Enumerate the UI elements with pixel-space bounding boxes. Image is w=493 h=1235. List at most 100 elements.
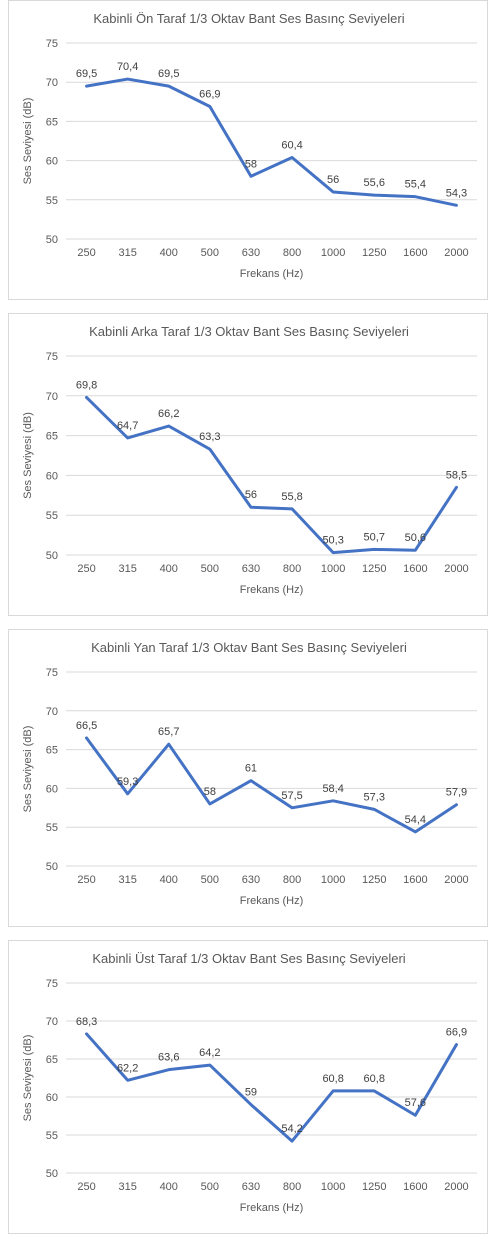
data-label: 55,6: [364, 177, 385, 189]
data-label: 50,3: [322, 535, 343, 547]
x-tick-label: 800: [283, 563, 301, 575]
chart-top-panel: Kabinli Üst Taraf 1/3 Oktav Bant Ses Bas…: [8, 940, 488, 1234]
data-label: 61: [245, 763, 257, 775]
series-line: [85, 77, 458, 207]
x-tick-label: 630: [242, 874, 260, 886]
data-label: 57,6: [405, 1097, 426, 1109]
x-tick-label: 400: [160, 874, 178, 886]
x-tick-label: 250: [77, 874, 95, 886]
x-tick-label: 1000: [321, 1181, 345, 1193]
y-axis-label: Ses Seviyesi (dB): [22, 98, 34, 185]
x-tick-label: 1250: [362, 563, 386, 575]
chart-side-svg: Kabinli Yan Taraf 1/3 Oktav Bant Ses Bas…: [22, 640, 477, 907]
data-label: 56: [245, 489, 257, 501]
x-axis-label: Frekans (Hz): [240, 584, 304, 596]
data-label: 50,7: [364, 531, 385, 543]
y-axis-label: Ses Seviyesi (dB): [22, 412, 34, 499]
y-tick-label: 50: [46, 550, 58, 562]
y-tick-label: 70: [46, 77, 58, 89]
x-tick-label: 500: [201, 874, 219, 886]
y-tick-label: 75: [46, 978, 58, 990]
x-tick-label: 400: [160, 1181, 178, 1193]
data-label: 63,3: [199, 431, 220, 443]
y-tick-label: 55: [46, 195, 58, 207]
x-tick-label: 1000: [321, 247, 345, 259]
data-label: 63,6: [158, 1052, 179, 1064]
data-label: 58: [204, 786, 216, 798]
data-label: 54,2: [281, 1123, 302, 1135]
x-tick-label: 400: [160, 563, 178, 575]
x-tick-label: 1000: [321, 563, 345, 575]
chart-rear-svg: Kabinli Arka Taraf 1/3 Oktav Bant Ses Ba…: [22, 324, 477, 596]
y-tick-label: 65: [46, 116, 58, 128]
chart-side-panel: Kabinli Yan Taraf 1/3 Oktav Bant Ses Bas…: [8, 629, 488, 927]
x-tick-label: 1250: [362, 247, 386, 259]
y-tick-label: 55: [46, 822, 58, 834]
x-tick-label: 250: [77, 563, 95, 575]
data-label: 57,3: [364, 791, 385, 803]
y-tick-label: 65: [46, 1054, 58, 1066]
x-tick-label: 2000: [444, 874, 468, 886]
y-tick-label: 75: [46, 667, 58, 679]
data-label: 59,3: [117, 776, 138, 788]
series-line: [85, 395, 458, 555]
chart-title: Kabinli Ön Taraf 1/3 Oktav Bant Ses Bası…: [93, 11, 404, 26]
chart-title: Kabinli Arka Taraf 1/3 Oktav Bant Ses Ba…: [89, 324, 409, 339]
x-axis-label: Frekans (Hz): [240, 268, 304, 280]
x-tick-label: 500: [201, 1181, 219, 1193]
series-line: [85, 1032, 458, 1143]
x-tick-label: 250: [77, 1181, 95, 1193]
y-tick-label: 50: [46, 234, 58, 246]
y-tick-label: 75: [46, 38, 58, 50]
x-tick-label: 800: [283, 247, 301, 259]
y-tick-label: 55: [46, 1130, 58, 1142]
x-tick-label: 250: [77, 247, 95, 259]
y-tick-label: 70: [46, 391, 58, 403]
x-axis-label: Frekans (Hz): [240, 895, 304, 907]
chart-front-panel: Kabinli Ön Taraf 1/3 Oktav Bant Ses Bası…: [8, 0, 488, 300]
data-label: 55,4: [405, 179, 426, 191]
data-label: 66,9: [199, 89, 220, 101]
chart-rear-panel: Kabinli Arka Taraf 1/3 Oktav Bant Ses Ba…: [8, 313, 488, 616]
x-tick-label: 800: [283, 1181, 301, 1193]
x-tick-label: 315: [118, 1181, 136, 1193]
y-tick-label: 50: [46, 1168, 58, 1180]
data-label: 54,4: [405, 814, 426, 826]
y-tick-label: 50: [46, 861, 58, 873]
y-tick-label: 70: [46, 1016, 58, 1028]
x-tick-label: 500: [201, 563, 219, 575]
data-label: 64,7: [117, 420, 138, 432]
x-tick-label: 2000: [444, 1181, 468, 1193]
data-label: 69,5: [76, 68, 97, 80]
chart-front-svg: Kabinli Ön Taraf 1/3 Oktav Bant Ses Bası…: [22, 11, 477, 280]
data-label: 58,5: [446, 469, 467, 481]
series-line: [85, 736, 458, 834]
data-label: 59: [245, 1087, 257, 1099]
x-tick-label: 315: [118, 563, 136, 575]
x-tick-label: 1250: [362, 1181, 386, 1193]
x-tick-label: 1600: [403, 874, 427, 886]
data-label: 69,8: [76, 379, 97, 391]
data-label: 57,5: [281, 790, 302, 802]
x-tick-label: 315: [118, 247, 136, 259]
y-tick-label: 65: [46, 431, 58, 443]
chart-title: Kabinli Üst Taraf 1/3 Oktav Bant Ses Bas…: [92, 951, 405, 966]
data-label: 56: [327, 174, 339, 186]
x-tick-label: 1600: [403, 1181, 427, 1193]
data-label: 66,9: [446, 1027, 467, 1039]
x-tick-label: 630: [242, 563, 260, 575]
data-label: 64,2: [199, 1047, 220, 1059]
x-tick-label: 400: [160, 247, 178, 259]
data-label: 66,5: [76, 720, 97, 732]
data-label: 62,2: [117, 1062, 138, 1074]
data-label: 60,8: [364, 1073, 385, 1085]
x-tick-label: 1600: [403, 247, 427, 259]
y-tick-label: 70: [46, 706, 58, 718]
chart-title: Kabinli Yan Taraf 1/3 Oktav Bant Ses Bas…: [91, 640, 407, 655]
data-label: 70,4: [117, 61, 138, 73]
x-tick-label: 630: [242, 247, 260, 259]
x-tick-label: 800: [283, 874, 301, 886]
y-tick-label: 55: [46, 510, 58, 522]
x-tick-label: 630: [242, 1181, 260, 1193]
y-tick-label: 65: [46, 745, 58, 757]
